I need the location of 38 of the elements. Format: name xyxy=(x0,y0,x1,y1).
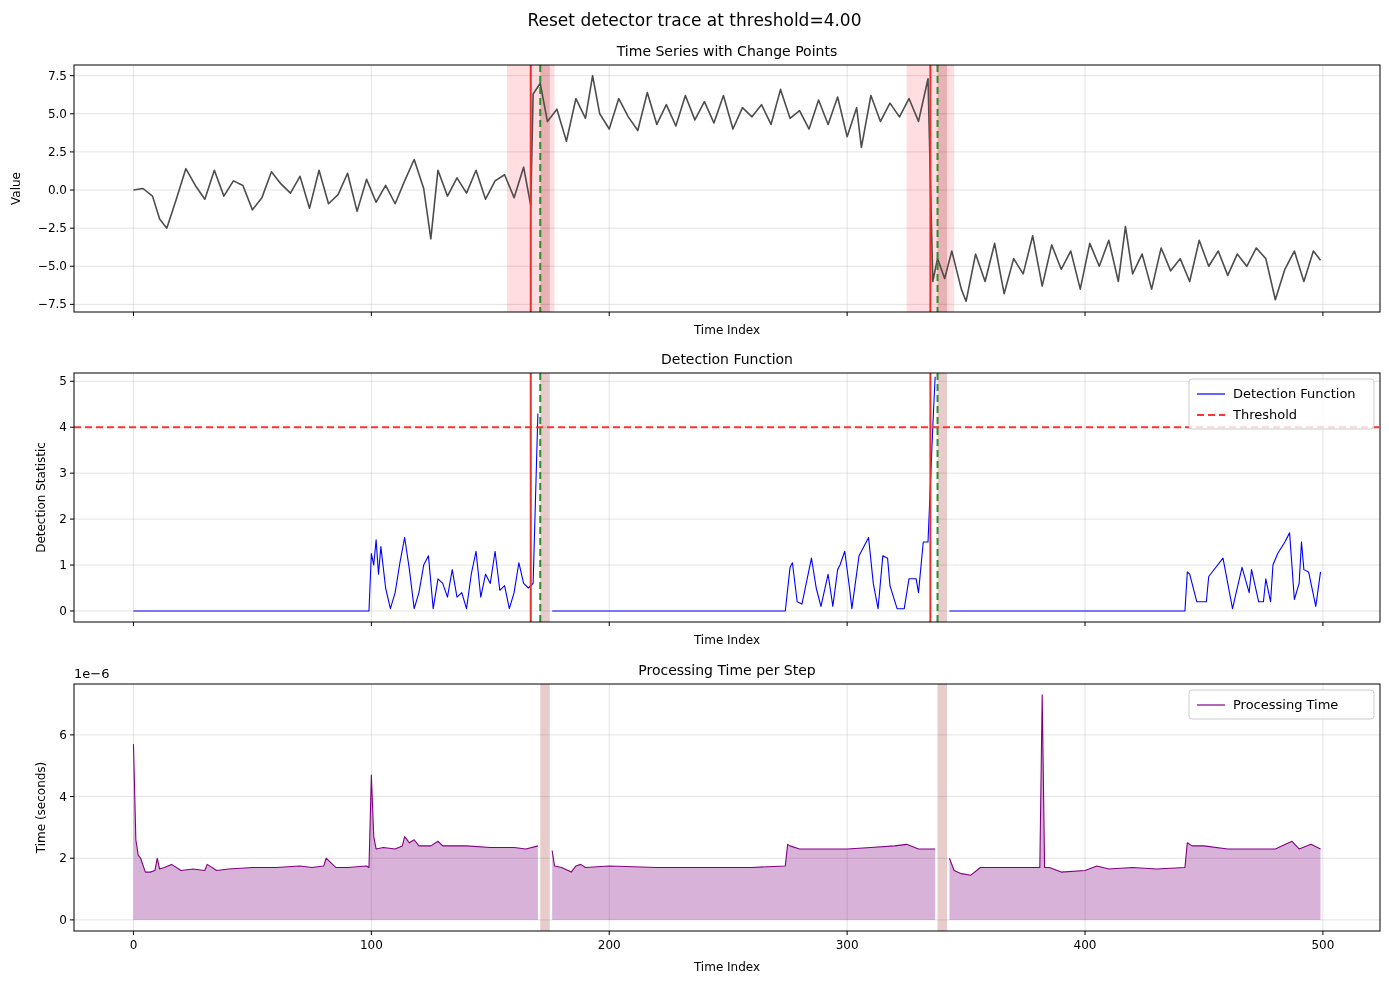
y-tick-label: 5.0 xyxy=(47,106,67,121)
x-tick-label: 200 xyxy=(597,938,621,952)
legend-label: Threshold xyxy=(1232,407,1298,422)
y-tick-label: 1 xyxy=(59,558,67,573)
x-axis-title: Time Index xyxy=(692,633,761,647)
y-tick-label: −7.5 xyxy=(37,297,67,312)
y-tick-label: 5 xyxy=(59,374,67,389)
line-series xyxy=(132,74,1322,303)
chart-title: Processing Time per Step xyxy=(638,662,816,678)
legend-label: Detection Function xyxy=(1233,386,1356,401)
y-tick-label: −2.5 xyxy=(37,221,67,236)
x-tick-label: 300 xyxy=(835,938,859,952)
y-tick-label: 2 xyxy=(59,851,67,866)
text: Reset detector trace at threshold=4.00 xyxy=(527,10,862,30)
x-axis-title: Time Index xyxy=(692,323,761,337)
y-axis-title: Value xyxy=(9,172,23,205)
chart-title: Time Series with Change Points xyxy=(615,43,838,59)
y-tick-label: 0 xyxy=(59,603,67,618)
y-axis-title: Time (seconds) xyxy=(34,761,48,855)
y-tick-label: 4 xyxy=(59,420,67,435)
text: 1e−6 xyxy=(74,666,110,681)
y-tick-label: −5.0 xyxy=(37,259,67,274)
x-tick-label: 0 xyxy=(129,938,138,952)
x-tick-label: 100 xyxy=(359,938,383,952)
y-tick-label: 6 xyxy=(59,727,67,742)
x-axis-title: Time Index xyxy=(692,960,761,974)
legend-label: Processing Time xyxy=(1233,697,1339,712)
chart-title: Detection Function xyxy=(660,351,794,367)
y-tick-label: 0.0 xyxy=(47,183,67,198)
y-tick-label: 2 xyxy=(59,512,67,527)
y-tick-label: 3 xyxy=(59,466,67,481)
x-tick-label: 400 xyxy=(1073,938,1097,952)
y-tick-label: 4 xyxy=(59,789,67,804)
y-axis-title: Detection Statistic xyxy=(34,442,48,553)
y-tick-label: 2.5 xyxy=(47,144,67,159)
x-tick-label: 500 xyxy=(1311,938,1335,952)
y-tick-label: 7.5 xyxy=(47,68,67,83)
y-tick-label: 0 xyxy=(59,912,67,927)
